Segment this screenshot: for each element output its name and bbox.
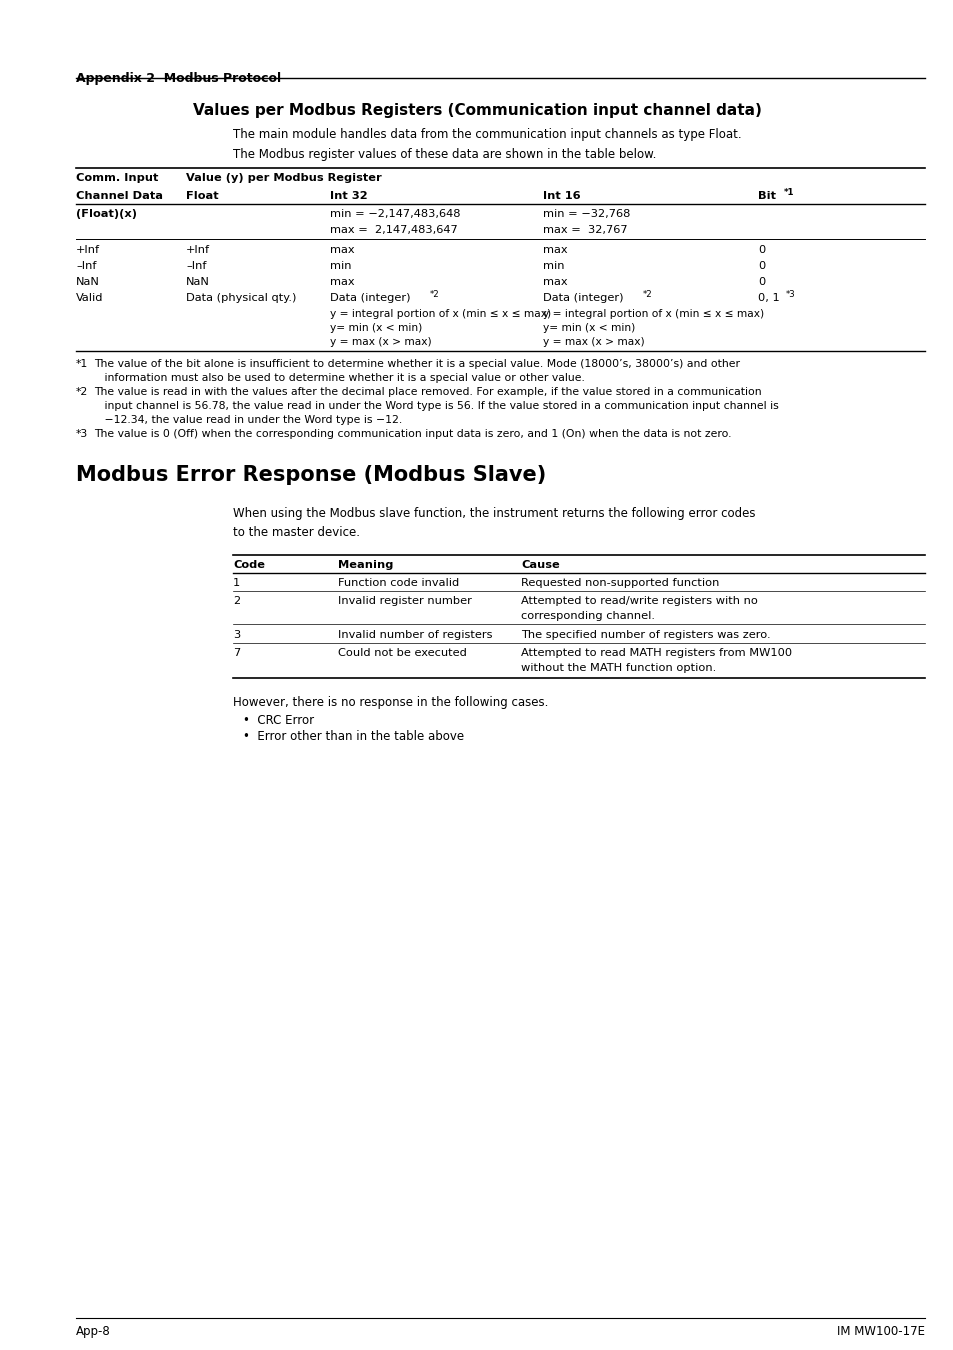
Text: 0: 0 (758, 277, 764, 288)
Text: •  Error other than in the table above: • Error other than in the table above (243, 730, 464, 742)
Text: 0, 1: 0, 1 (758, 293, 779, 302)
Text: max: max (330, 277, 355, 288)
Text: Value (y) per Modbus Register: Value (y) per Modbus Register (186, 173, 381, 184)
Text: Invalid register number: Invalid register number (337, 595, 472, 606)
Text: Data (physical qty.): Data (physical qty.) (186, 293, 296, 302)
Text: Meaning: Meaning (337, 560, 393, 570)
Text: Bit: Bit (758, 190, 775, 201)
Text: 3: 3 (233, 630, 240, 640)
Text: Invalid number of registers: Invalid number of registers (337, 630, 492, 640)
Text: y= min (x < min): y= min (x < min) (542, 323, 635, 333)
Text: •  CRC Error: • CRC Error (243, 714, 314, 728)
Text: Code: Code (233, 560, 265, 570)
Text: –Inf: –Inf (186, 261, 206, 271)
Text: Cause: Cause (520, 560, 559, 570)
Text: *2: *2 (430, 290, 439, 298)
Text: y= min (x < min): y= min (x < min) (330, 323, 422, 333)
Text: The value of the bit alone is insufficient to determine whether it is a special : The value of the bit alone is insufficie… (94, 359, 740, 383)
Text: min = −2,147,483,648: min = −2,147,483,648 (330, 209, 460, 219)
Text: NaN: NaN (76, 277, 100, 288)
Text: Channel Data: Channel Data (76, 190, 163, 201)
Text: *3: *3 (785, 290, 795, 298)
Text: +Inf: +Inf (76, 244, 100, 255)
Text: Int 16: Int 16 (542, 190, 580, 201)
Text: Requested non-supported function: Requested non-supported function (520, 578, 719, 589)
Text: y = integral portion of x (min ≤ x ≤ max): y = integral portion of x (min ≤ x ≤ max… (330, 309, 551, 319)
Text: *1: *1 (76, 359, 89, 369)
Text: –Inf: –Inf (76, 261, 96, 271)
Text: y = max (x > max): y = max (x > max) (542, 338, 644, 347)
Text: *3: *3 (76, 429, 89, 439)
Text: The value is read in with the values after the decimal place removed. For exampl: The value is read in with the values aft… (94, 387, 778, 425)
Text: The specified number of registers was zero.: The specified number of registers was ze… (520, 630, 770, 640)
Text: Int 32: Int 32 (330, 190, 367, 201)
Text: *1: *1 (783, 188, 794, 197)
Text: max =  2,147,483,647: max = 2,147,483,647 (330, 225, 457, 235)
Text: 0: 0 (758, 261, 764, 271)
Text: min: min (330, 261, 351, 271)
Text: Appendix 2  Modbus Protocol: Appendix 2 Modbus Protocol (76, 72, 281, 85)
Text: App-8: App-8 (76, 1324, 111, 1338)
Text: Function code invalid: Function code invalid (337, 578, 458, 589)
Text: Data (integer): Data (integer) (330, 293, 410, 302)
Text: Float: Float (186, 190, 218, 201)
Text: max: max (542, 277, 567, 288)
Text: When using the Modbus slave function, the instrument returns the following error: When using the Modbus slave function, th… (233, 508, 755, 539)
Text: Valid: Valid (76, 293, 103, 302)
Text: Values per Modbus Registers (Communication input channel data): Values per Modbus Registers (Communicati… (193, 103, 760, 117)
Text: The Modbus register values of these data are shown in the table below.: The Modbus register values of these data… (233, 148, 656, 161)
Text: *2: *2 (642, 290, 652, 298)
Text: NaN: NaN (186, 277, 210, 288)
Text: +Inf: +Inf (186, 244, 210, 255)
Text: y = integral portion of x (min ≤ x ≤ max): y = integral portion of x (min ≤ x ≤ max… (542, 309, 763, 319)
Text: min: min (542, 261, 564, 271)
Text: 2: 2 (233, 595, 240, 606)
Text: IM MW100-17E: IM MW100-17E (836, 1324, 924, 1338)
Text: y = max (x > max): y = max (x > max) (330, 338, 431, 347)
Text: The value is 0 (Off) when the corresponding communication input data is zero, an: The value is 0 (Off) when the correspond… (94, 429, 731, 439)
Text: The main module handles data from the communication input channels as type Float: The main module handles data from the co… (233, 128, 740, 140)
Text: 7: 7 (233, 648, 240, 657)
Text: Attempted to read MATH registers from MW100
without the MATH function option.: Attempted to read MATH registers from MW… (520, 648, 791, 672)
Text: Could not be executed: Could not be executed (337, 648, 466, 657)
Text: min = −32,768: min = −32,768 (542, 209, 630, 219)
Text: *2: *2 (76, 387, 89, 397)
Text: max: max (330, 244, 355, 255)
Text: (Float)(x): (Float)(x) (76, 209, 137, 219)
Text: 0: 0 (758, 244, 764, 255)
Text: Modbus Error Response (Modbus Slave): Modbus Error Response (Modbus Slave) (76, 464, 546, 485)
Text: Comm. Input: Comm. Input (76, 173, 158, 184)
Text: Attempted to read/write registers with no
corresponding channel.: Attempted to read/write registers with n… (520, 595, 757, 621)
Text: 1: 1 (233, 578, 240, 589)
Text: Data (integer): Data (integer) (542, 293, 623, 302)
Text: max: max (542, 244, 567, 255)
Text: max =  32,767: max = 32,767 (542, 225, 627, 235)
Text: However, there is no response in the following cases.: However, there is no response in the fol… (233, 697, 548, 709)
